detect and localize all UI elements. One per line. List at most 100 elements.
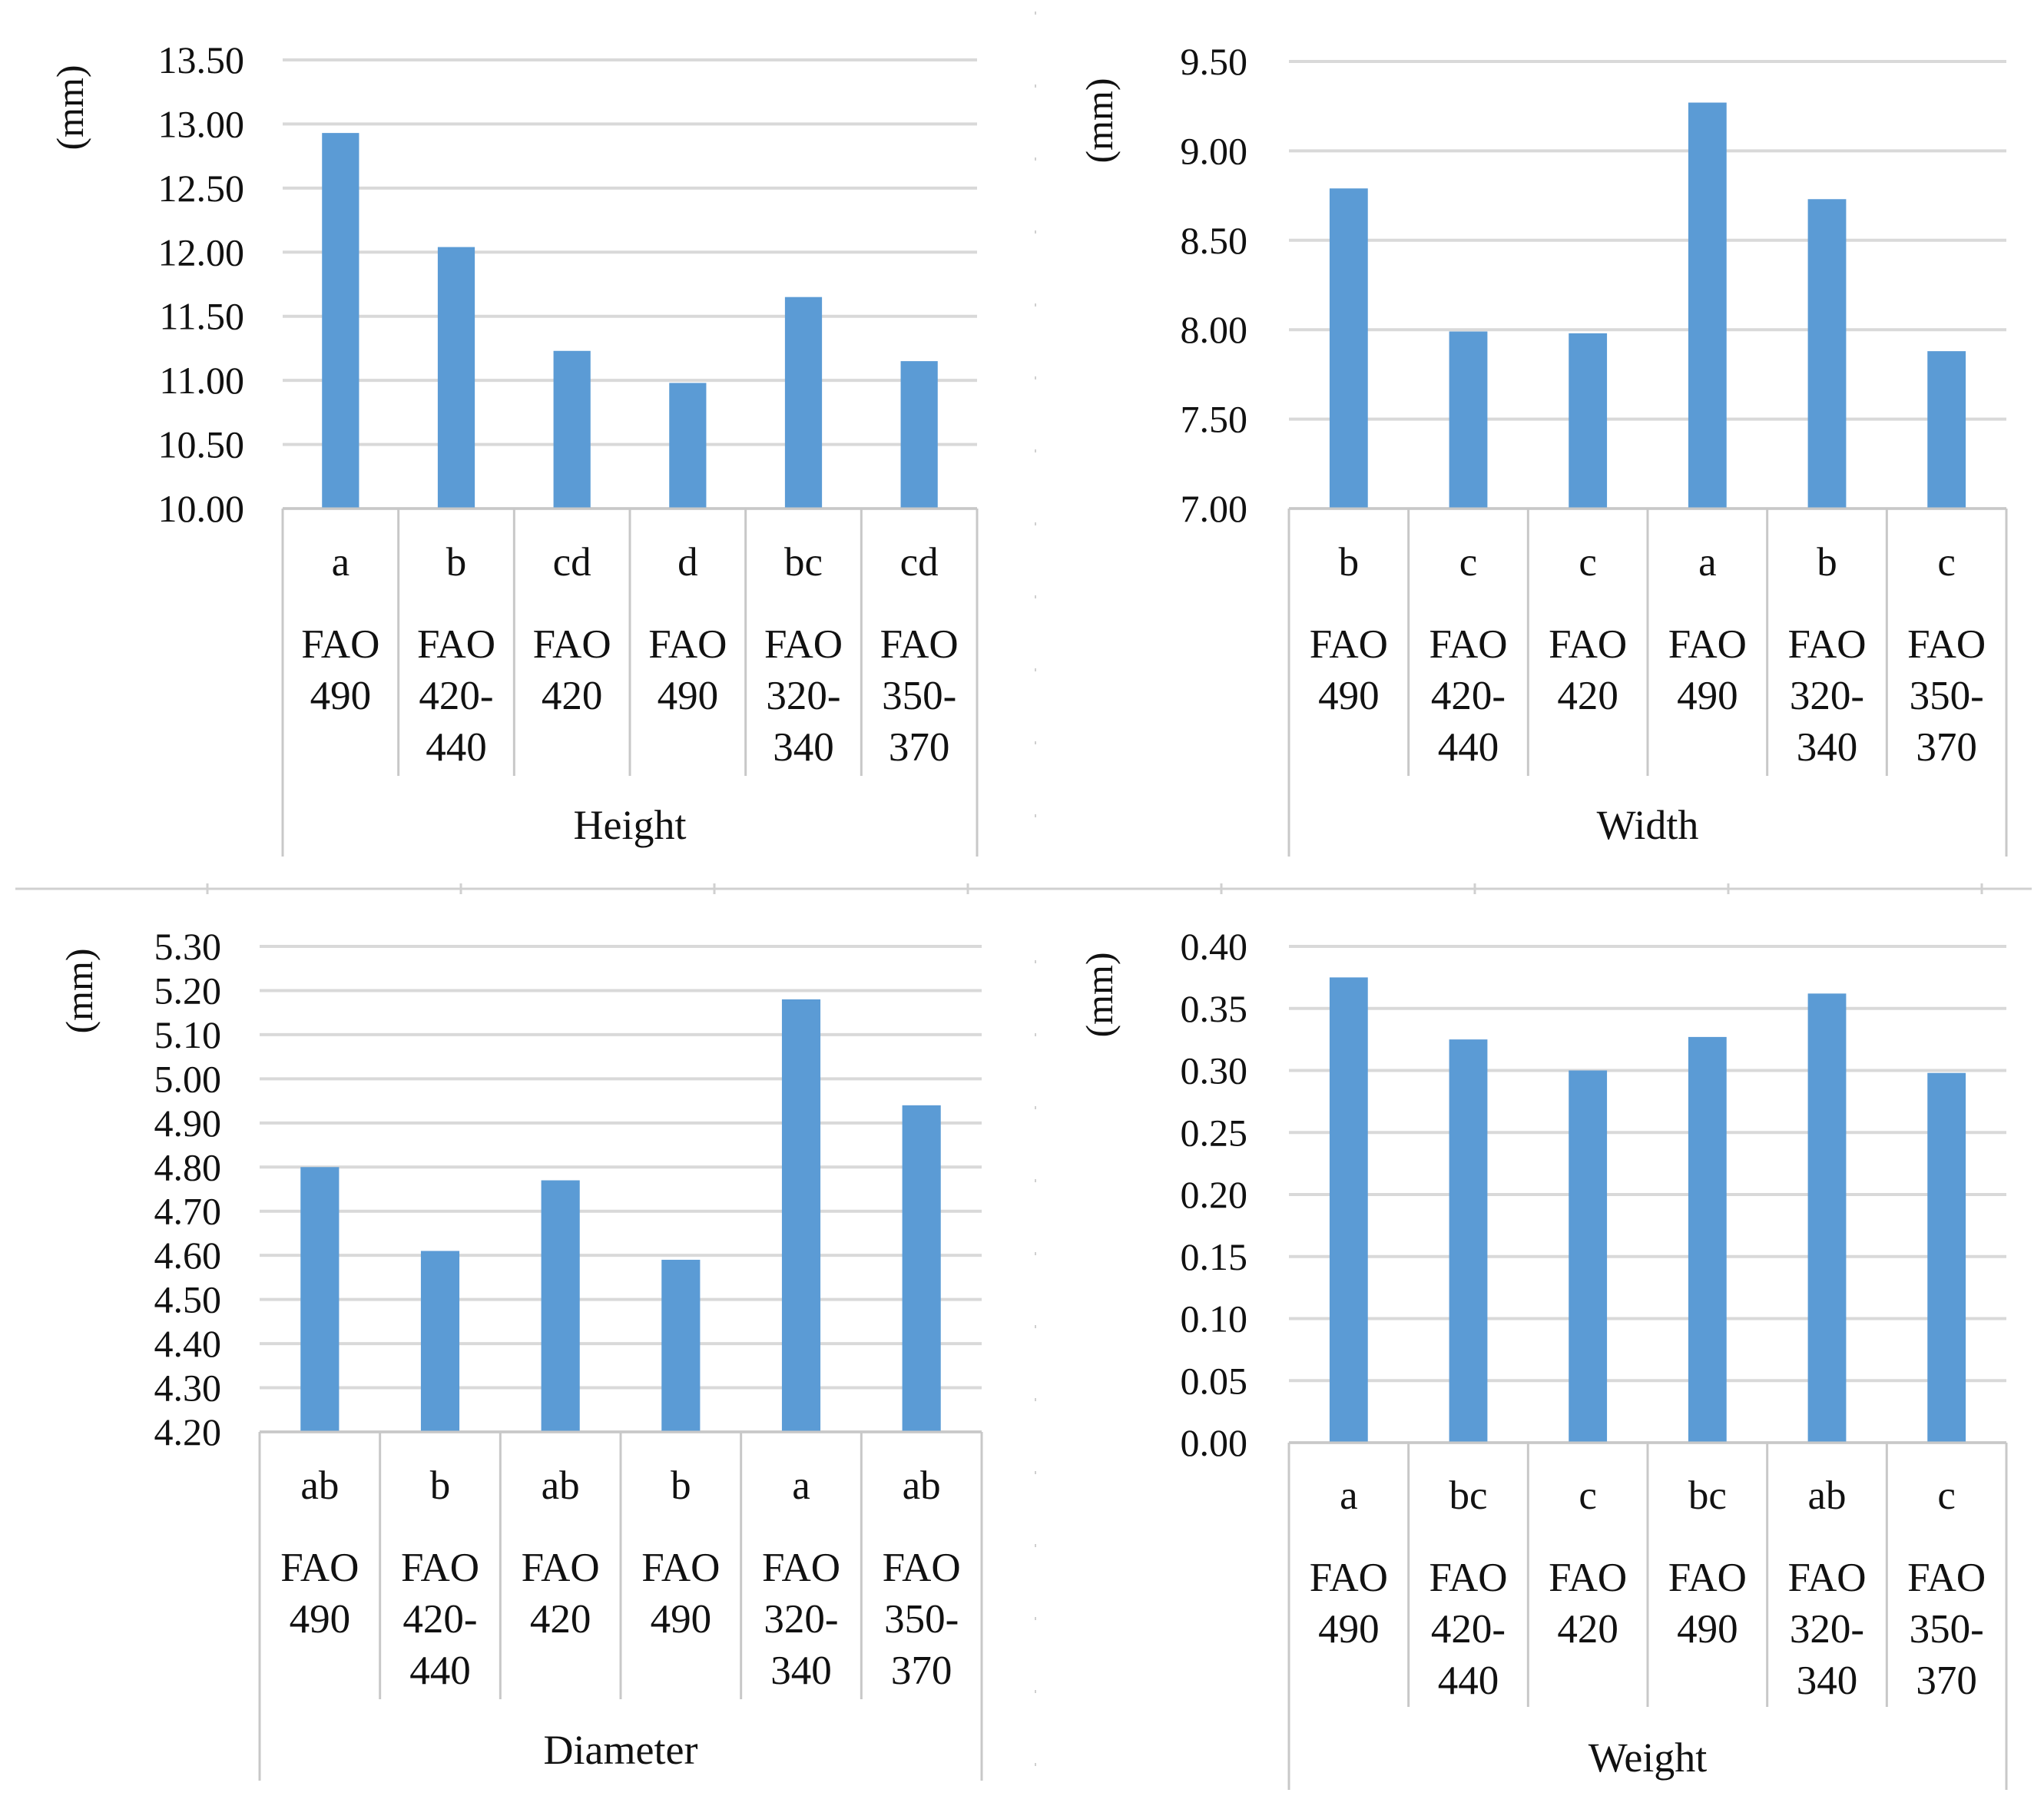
category-label: FAO bbox=[280, 1546, 359, 1590]
y-tick-label: 0.10 bbox=[1181, 1297, 1248, 1340]
bar bbox=[1329, 977, 1368, 1443]
y-tick-label: 13.00 bbox=[158, 102, 245, 145]
y-tick-label: 4.20 bbox=[154, 1410, 222, 1453]
category-label: FAO bbox=[641, 1546, 720, 1590]
category-label: 420- bbox=[1431, 674, 1506, 718]
category-label: FAO bbox=[301, 622, 379, 667]
category-label: 490 bbox=[1318, 1607, 1380, 1652]
bar bbox=[1807, 993, 1847, 1443]
category-label: 370 bbox=[889, 725, 950, 770]
category-label: FAO bbox=[522, 1546, 600, 1590]
significance-letter: d bbox=[677, 540, 698, 585]
significance-letter: ab bbox=[903, 1463, 941, 1508]
significance-letter: bc bbox=[1688, 1473, 1727, 1518]
category-label: FAO bbox=[764, 622, 843, 667]
y-axis-label: (mm) bbox=[1078, 952, 1121, 1037]
category-label: FAO bbox=[1668, 622, 1747, 667]
bar bbox=[322, 133, 359, 509]
bar bbox=[669, 383, 707, 509]
bar bbox=[1449, 1039, 1488, 1443]
y-tick-label: 8.50 bbox=[1181, 219, 1248, 262]
bar bbox=[900, 361, 938, 509]
category-label: 320- bbox=[1790, 1607, 1864, 1652]
y-tick-label: 7.00 bbox=[1181, 487, 1248, 530]
category-label: 490 bbox=[658, 674, 719, 718]
category-label: 370 bbox=[1916, 725, 1977, 770]
category-label: 490 bbox=[1318, 674, 1380, 718]
bar bbox=[1449, 331, 1488, 509]
weight-chart: 0.00 0.05 0.10 0.15 0.20 0.25 0.30 0.35 0.40 (mm)… bbox=[1078, 925, 2008, 1790]
bar bbox=[1329, 188, 1368, 509]
category-label: 420- bbox=[419, 674, 493, 718]
bar bbox=[784, 297, 823, 509]
bar bbox=[553, 350, 591, 509]
y-tick-label: 0.35 bbox=[1181, 987, 1248, 1030]
category-label: FAO bbox=[880, 622, 959, 667]
y-tick-label: 11.50 bbox=[159, 295, 244, 338]
bar bbox=[1927, 351, 1966, 509]
category-label: 350- bbox=[884, 1597, 959, 1642]
significance-letter: c bbox=[1937, 540, 1956, 585]
significance-letter: ab bbox=[1807, 1473, 1846, 1518]
diameter-chart: 4.204.304.404.504.604.704.804.905.005.10… bbox=[58, 925, 983, 1781]
chart-title: Diameter bbox=[544, 1727, 698, 1773]
category-label: FAO bbox=[1907, 622, 1986, 667]
category-label: 340 bbox=[1797, 1659, 1858, 1703]
category-label: FAO bbox=[1787, 1556, 1866, 1600]
height-chart: 10.00 10.50 11.00 11.50 12.00 12.50 13.00 13.50… bbox=[48, 38, 979, 857]
category-label: 420- bbox=[1431, 1607, 1506, 1652]
category-label: FAO bbox=[1549, 622, 1627, 667]
category-label: 340 bbox=[773, 725, 834, 770]
category-label: 440 bbox=[426, 725, 487, 770]
bar bbox=[1688, 1036, 1727, 1443]
category-label: FAO bbox=[1429, 1556, 1507, 1600]
bar bbox=[1688, 102, 1727, 509]
y-tick-label: 10.50 bbox=[158, 423, 245, 466]
bar bbox=[437, 247, 475, 509]
category-label: 320- bbox=[764, 1597, 838, 1642]
category-label: FAO bbox=[401, 1546, 479, 1590]
category-label: FAO bbox=[1787, 622, 1866, 667]
significance-letter: a bbox=[1340, 1473, 1358, 1518]
width-chart: 7.00 7.50 8.00 8.50 9.00 9.50 (mm) b c c a b c FAO 490… bbox=[1078, 40, 2008, 857]
bar bbox=[781, 999, 821, 1432]
category-label: 340 bbox=[1797, 725, 1858, 770]
bar bbox=[902, 1105, 941, 1432]
significance-letter: a bbox=[792, 1463, 810, 1508]
y-tick-label: 0.15 bbox=[1181, 1235, 1248, 1278]
category-label: 350- bbox=[1910, 674, 1984, 718]
y-tick-label: 4.50 bbox=[154, 1278, 222, 1321]
bar bbox=[420, 1251, 460, 1432]
category-label: FAO bbox=[1310, 622, 1388, 667]
significance-letter: c bbox=[1459, 540, 1478, 585]
category-label: 320- bbox=[1790, 674, 1864, 718]
category-label: FAO bbox=[417, 622, 495, 667]
significance-letter: cd bbox=[900, 540, 939, 585]
significance-letter: c bbox=[1579, 540, 1597, 585]
significance-letter: c bbox=[1579, 1473, 1597, 1518]
y-tick-label: 0.30 bbox=[1181, 1049, 1248, 1092]
y-tick-label: 5.00 bbox=[154, 1057, 222, 1100]
chart-title: Weight bbox=[1588, 1735, 1708, 1781]
significance-letter: c bbox=[1937, 1473, 1956, 1518]
y-tick-label: 4.70 bbox=[154, 1190, 222, 1233]
category-label: FAO bbox=[1429, 622, 1507, 667]
y-tick-label: 9.00 bbox=[1181, 129, 1248, 172]
significance-letter: b bbox=[1339, 540, 1360, 585]
category-label: FAO bbox=[533, 622, 611, 667]
bar bbox=[541, 1180, 580, 1432]
y-tick-label: 0.40 bbox=[1181, 925, 1248, 968]
category-label: 490 bbox=[1677, 674, 1738, 718]
y-tick-label: 7.50 bbox=[1181, 398, 1248, 441]
y-tick-label: 4.60 bbox=[154, 1234, 222, 1277]
category-label: 440 bbox=[1438, 725, 1499, 770]
significance-letter: ab bbox=[542, 1463, 580, 1508]
y-tick-label: 5.20 bbox=[154, 969, 222, 1012]
bar bbox=[1807, 199, 1847, 509]
y-axis-label: (mm) bbox=[1078, 78, 1121, 163]
significance-letter: a bbox=[1698, 540, 1717, 585]
y-tick-label: 4.90 bbox=[154, 1102, 222, 1145]
category-label: 440 bbox=[1438, 1659, 1499, 1703]
significance-letter: bc bbox=[1449, 1473, 1487, 1518]
